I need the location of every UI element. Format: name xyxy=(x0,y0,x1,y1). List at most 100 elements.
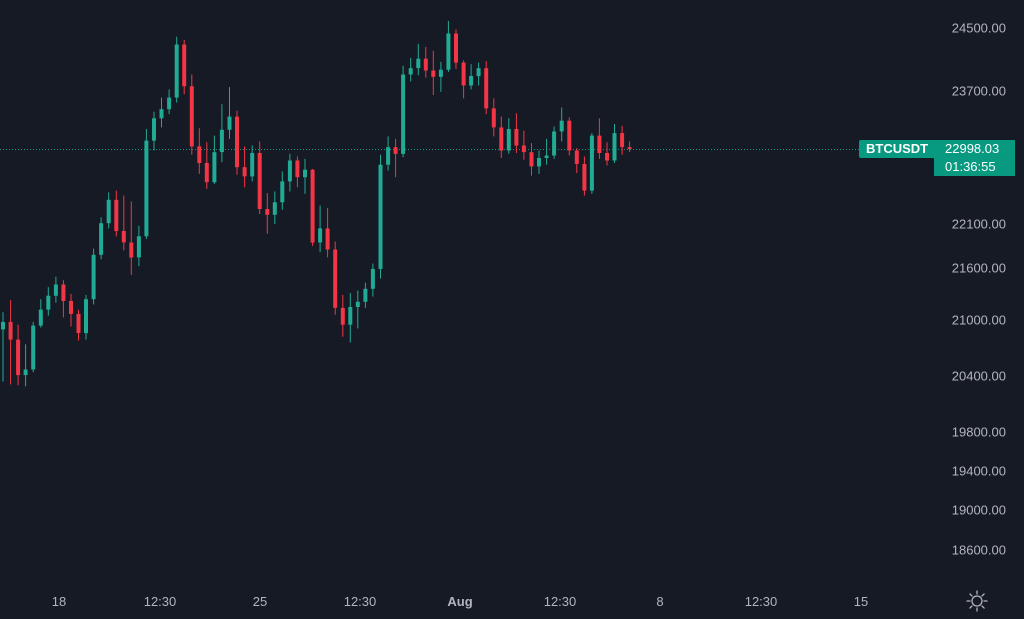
time-tick-label: 18 xyxy=(52,594,66,609)
candle-body xyxy=(363,288,368,302)
candle xyxy=(250,145,255,182)
candles xyxy=(1,20,632,387)
candle-body xyxy=(46,295,51,310)
candle-body xyxy=(514,129,519,146)
candle-body xyxy=(31,325,36,370)
candle xyxy=(552,126,557,159)
candle-body xyxy=(529,152,534,167)
candle-body xyxy=(1,321,5,330)
candle xyxy=(129,201,134,275)
candle xyxy=(544,138,549,165)
candle xyxy=(401,65,406,158)
candle xyxy=(219,104,224,163)
candle xyxy=(318,205,323,253)
candle xyxy=(438,61,443,92)
price-tick-label: 20400.00 xyxy=(952,369,1006,384)
candle xyxy=(537,150,541,174)
candle-body xyxy=(99,223,104,255)
candle-body xyxy=(552,131,557,156)
candle xyxy=(612,124,617,163)
candle-body xyxy=(469,76,474,86)
candle xyxy=(378,154,383,279)
candle-body xyxy=(310,169,315,243)
settings-button[interactable] xyxy=(964,588,990,614)
candle xyxy=(152,111,156,151)
candle-body xyxy=(582,163,587,191)
candle xyxy=(8,300,13,385)
candle xyxy=(514,113,519,153)
candle-body xyxy=(303,169,307,178)
gear-icon xyxy=(966,590,988,612)
time-tick-label: 12:30 xyxy=(745,594,778,609)
candle xyxy=(340,294,345,337)
candle-body xyxy=(174,44,179,98)
candle-body xyxy=(544,155,549,158)
candle xyxy=(348,293,353,343)
price-axis[interactable]: 24500.00 23700.00 22100.00 21600.00 21000.00… xyxy=(952,21,1006,558)
candle xyxy=(61,280,66,318)
candle-body xyxy=(76,313,81,333)
candle-body xyxy=(8,321,13,340)
candle-body xyxy=(423,58,428,71)
candle xyxy=(355,290,360,329)
time-tick-label: 12:30 xyxy=(344,594,377,609)
candle xyxy=(597,118,602,159)
candle-body xyxy=(295,160,300,178)
candle xyxy=(280,171,285,210)
candle-body xyxy=(250,153,255,177)
candle-body xyxy=(16,339,21,376)
candle xyxy=(159,97,164,128)
candle-body xyxy=(121,231,126,243)
candle-body xyxy=(287,160,292,182)
candle-body xyxy=(491,108,496,128)
candle-body xyxy=(597,135,602,153)
candle xyxy=(325,208,330,258)
candle xyxy=(227,87,232,139)
candle xyxy=(491,98,496,137)
time-tick-label: 12:30 xyxy=(144,594,177,609)
candle xyxy=(589,133,594,194)
candle-body xyxy=(355,301,360,307)
candle xyxy=(204,142,209,189)
candle-body xyxy=(386,147,391,165)
candle xyxy=(605,142,609,166)
candle xyxy=(620,125,625,155)
candle-body xyxy=(416,58,421,69)
symbol-label: BTCUSDT xyxy=(859,140,934,158)
candle xyxy=(99,217,104,260)
candle xyxy=(212,135,217,184)
candle xyxy=(189,74,194,155)
candle xyxy=(461,60,466,99)
candle-body xyxy=(408,68,413,75)
price-tick-label: 23700.00 xyxy=(952,84,1006,99)
candle xyxy=(91,248,96,305)
candle xyxy=(23,344,28,387)
candle xyxy=(529,143,534,176)
time-tick-label: 12:30 xyxy=(544,594,577,609)
candle xyxy=(423,46,428,78)
candle-body xyxy=(393,147,398,154)
candle xyxy=(363,282,368,308)
candle xyxy=(136,225,141,267)
candle-body xyxy=(318,228,323,243)
candle xyxy=(106,192,111,229)
candle-body xyxy=(348,307,353,325)
price-tick-label: 19400.00 xyxy=(952,464,1006,479)
candle-body xyxy=(589,135,594,191)
time-tick-label: 8 xyxy=(656,594,663,609)
candle-body xyxy=(272,202,277,215)
candle-body xyxy=(91,254,96,300)
time-axis[interactable]: 18 12:30 25 12:30 Aug 12:30 8 12:30 15 xyxy=(52,594,868,609)
candle-body xyxy=(257,153,262,209)
candle-body xyxy=(106,199,111,224)
candle-body xyxy=(378,164,383,269)
candle xyxy=(559,107,564,142)
candle-body xyxy=(53,284,58,296)
candle xyxy=(174,36,179,103)
candle-body xyxy=(340,307,345,325)
candle-body xyxy=(333,249,338,308)
candle xyxy=(393,138,398,178)
candle-body xyxy=(627,147,632,149)
